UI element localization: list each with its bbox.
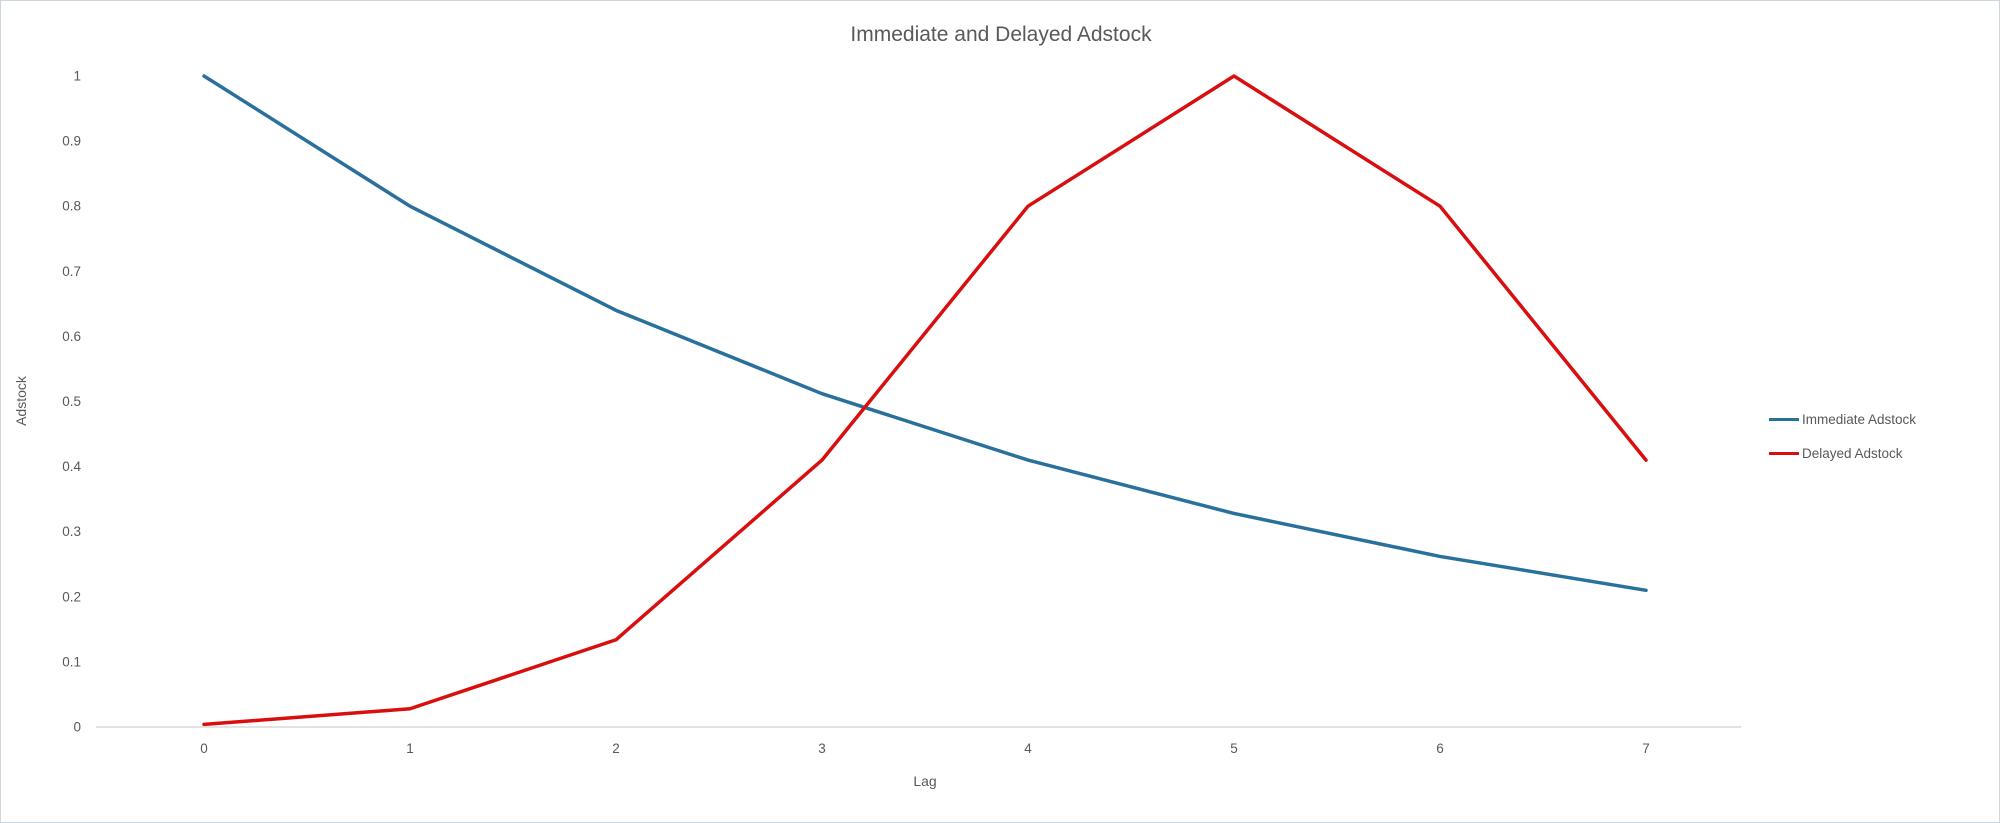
x-tick-label: 5 xyxy=(1230,741,1238,756)
y-tick-label: 0.9 xyxy=(62,134,81,149)
x-axis-title: Lag xyxy=(913,773,937,789)
chart-title: Immediate and Delayed Adstock xyxy=(850,23,1152,46)
y-tick-label: 0.8 xyxy=(62,199,81,214)
x-tick-label: 6 xyxy=(1436,741,1444,756)
legend-line-icon xyxy=(1769,451,1799,455)
x-tick-label: 1 xyxy=(406,741,414,756)
series-line-0 xyxy=(202,74,1648,593)
legend-item-delayed-adstock: Delayed Adstock xyxy=(1769,443,1916,463)
y-tick-label: 0.2 xyxy=(62,589,81,604)
y-tick-label: 0.7 xyxy=(62,264,81,279)
y-tick-label: 0.5 xyxy=(62,394,81,409)
y-tick-label: 0.1 xyxy=(62,654,81,669)
x-tick-label: 0 xyxy=(200,741,208,756)
x-tick-label: 3 xyxy=(818,741,826,756)
x-tick-label: 2 xyxy=(612,741,620,756)
legend: Immediate Adstock Delayed Adstock xyxy=(1769,409,1916,463)
y-tick-label: 0 xyxy=(73,720,81,735)
legend-label-immediate-adstock: Immediate Adstock xyxy=(1802,411,1917,427)
x-tick-label: 4 xyxy=(1024,741,1032,756)
y-tick-label: 0.4 xyxy=(62,459,81,474)
legend-item-immediate-adstock: Immediate Adstock xyxy=(1769,409,1916,429)
legend-label-delayed-adstock: Delayed Adstock xyxy=(1802,445,1903,461)
series-line-1 xyxy=(202,74,1648,727)
y-tick-label: 1 xyxy=(73,69,81,84)
y-tick-label: 0.6 xyxy=(62,329,81,344)
y-tick-label: 0.3 xyxy=(62,524,81,539)
x-tick-label: 7 xyxy=(1642,741,1650,756)
legend-line-icon xyxy=(1769,417,1799,421)
